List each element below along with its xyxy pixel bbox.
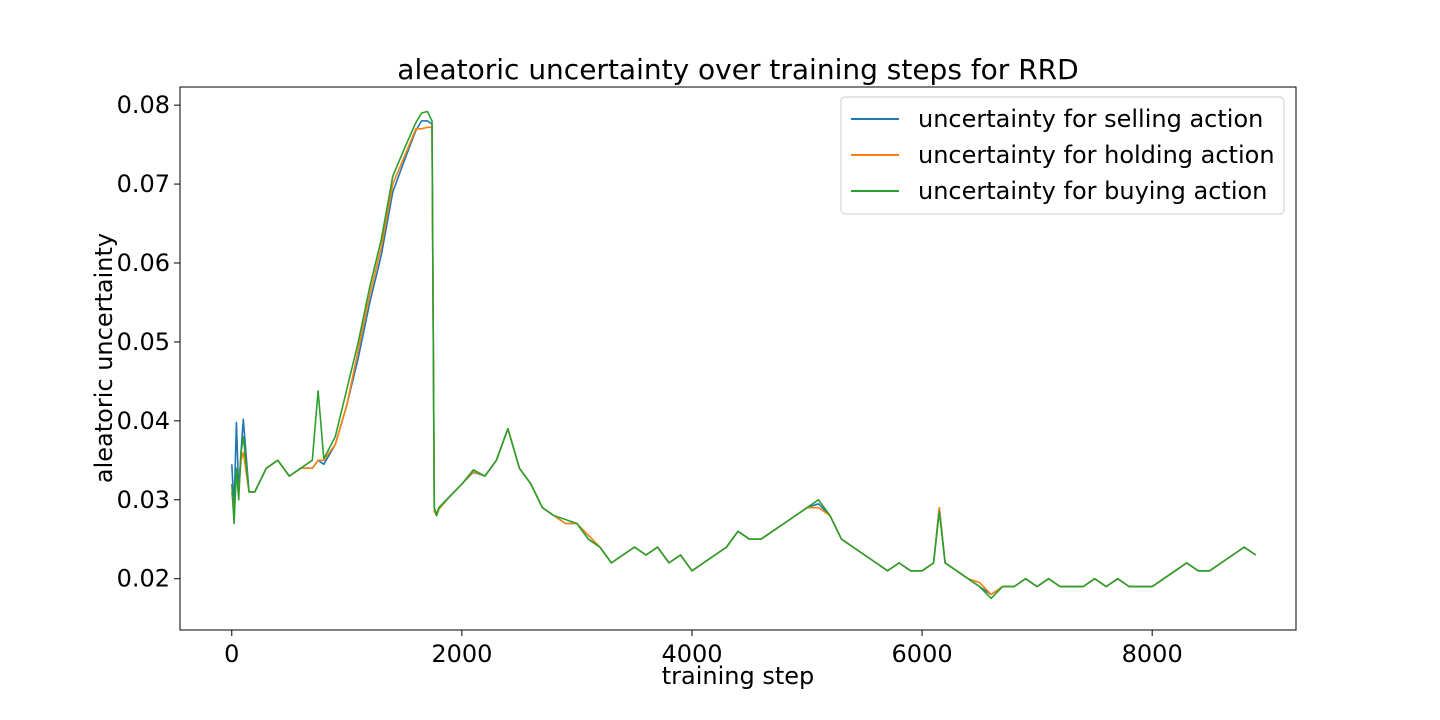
y-tick-label: 0.04: [117, 407, 170, 435]
x-tick-label: 4000: [661, 640, 722, 668]
y-tick-label: 0.07: [117, 170, 170, 198]
y-tick-label: 0.02: [117, 565, 170, 593]
x-tick-label: 6000: [892, 640, 953, 668]
series-line-3: [231, 110, 1257, 600]
plot-lines: [231, 110, 1257, 600]
legend-box: [840, 96, 1285, 215]
x-axis-label: training step: [662, 662, 815, 690]
legend-label: uncertainty for selling action: [918, 105, 1263, 133]
y-tick-label: 0.06: [117, 249, 170, 277]
chart-title: aleatoric uncertainty over training step…: [397, 53, 1078, 86]
y-axis-ticks: 0.02 0.03 0.04 0.05 0.06 0.07 0.08: [117, 91, 180, 593]
legend: uncertainty for selling action uncertaint…: [840, 96, 1285, 215]
legend-label: uncertainty for buying action: [918, 177, 1267, 205]
y-tick-label: 0.05: [117, 328, 170, 356]
x-tick-label: 8000: [1122, 640, 1183, 668]
x-tick-label: 2000: [431, 640, 492, 668]
x-axis-ticks: 0 2000 4000 6000 8000: [224, 630, 1183, 668]
y-axis-label: aleatoric uncertainty: [90, 233, 118, 483]
plot-frame: [179, 86, 1297, 631]
x-tick-label: 0: [224, 640, 239, 668]
y-tick-label: 0.08: [117, 91, 170, 119]
y-tick-label: 0.03: [117, 486, 170, 514]
legend-label: uncertainty for holding action: [918, 141, 1275, 169]
